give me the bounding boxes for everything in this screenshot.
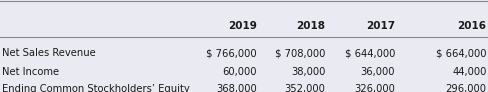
Text: 38,000: 38,000 — [290, 67, 325, 77]
Text: 2018: 2018 — [296, 21, 325, 31]
Text: $ 664,000: $ 664,000 — [435, 48, 486, 58]
Text: 2019: 2019 — [227, 21, 256, 31]
Text: 44,000: 44,000 — [451, 67, 486, 77]
Text: 2017: 2017 — [365, 21, 394, 31]
Text: 326,000: 326,000 — [353, 84, 394, 92]
Text: 368,000: 368,000 — [216, 84, 256, 92]
Text: 296,000: 296,000 — [445, 84, 486, 92]
Text: $ 766,000: $ 766,000 — [205, 48, 256, 58]
Text: Net Income: Net Income — [2, 67, 60, 77]
Text: Net Sales Revenue: Net Sales Revenue — [2, 48, 96, 58]
Text: 60,000: 60,000 — [222, 67, 256, 77]
Text: $ 644,000: $ 644,000 — [344, 48, 394, 58]
Text: 2016: 2016 — [457, 21, 486, 31]
Text: 36,000: 36,000 — [360, 67, 394, 77]
Text: 352,000: 352,000 — [284, 84, 325, 92]
Text: $ 708,000: $ 708,000 — [274, 48, 325, 58]
Text: Ending Common Stockholders’ Equity: Ending Common Stockholders’ Equity — [2, 84, 190, 92]
